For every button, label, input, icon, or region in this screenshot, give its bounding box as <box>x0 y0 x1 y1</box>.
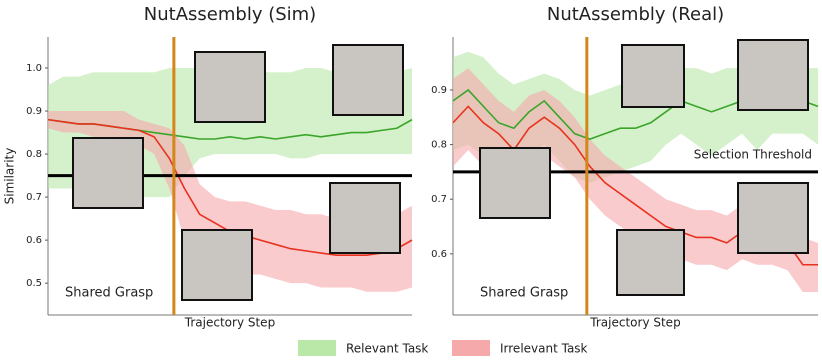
y-tick-label: 0.8 <box>431 140 447 151</box>
chart-title: NutAssembly (Sim) <box>144 4 316 25</box>
y-tick-label: 0.7 <box>431 194 447 205</box>
band <box>453 51 818 183</box>
y-tick-label: 0.9 <box>26 106 42 117</box>
frame-image <box>332 44 404 116</box>
x-axis-label: Trajectory Step <box>184 316 275 330</box>
y-tick-label: 0.8 <box>26 149 42 160</box>
legend-label: Irrelevant Task <box>500 342 588 356</box>
frame-image <box>181 229 253 301</box>
y-tick-label: 0.5 <box>26 278 42 289</box>
frame-image <box>737 39 809 111</box>
frame-image <box>621 44 685 108</box>
frame-image <box>479 147 551 219</box>
band <box>48 111 412 292</box>
legend-swatch <box>298 340 336 356</box>
y-tick-label: 0.9 <box>431 85 447 96</box>
legend-swatch <box>452 340 490 356</box>
y-tick-label: 1.0 <box>26 63 42 74</box>
frame-image <box>737 182 809 254</box>
threshold-label: Selection Threshold <box>694 147 812 161</box>
chart-title: NutAssembly (Real) <box>547 4 724 25</box>
frame-image <box>616 229 685 296</box>
band <box>453 68 818 293</box>
y-tick-label: 0.6 <box>431 249 447 260</box>
y-axis-label: Similarity <box>3 148 17 205</box>
frame-image <box>194 51 266 123</box>
y-tick-label: 0.7 <box>26 192 42 203</box>
legend-label: Relevant Task <box>346 342 428 356</box>
y-tick-label: 0.6 <box>26 235 42 246</box>
shared-grasp-label: Shared Grasp <box>65 286 153 301</box>
x-axis-label: Trajectory Step <box>589 316 680 330</box>
shared-grasp-label: Shared Grasp <box>480 286 568 301</box>
frame-image <box>72 137 144 209</box>
frame-image <box>329 182 401 254</box>
